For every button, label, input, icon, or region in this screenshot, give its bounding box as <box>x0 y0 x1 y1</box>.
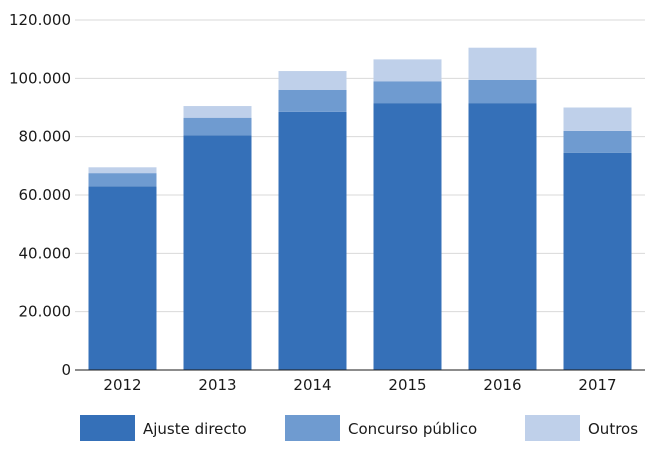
legend-label: Outros <box>588 420 638 438</box>
bar-segment <box>88 167 157 174</box>
legend-label: Concurso público <box>348 420 477 438</box>
bar-segment <box>88 186 157 370</box>
x-tick-label: 2016 <box>483 376 521 394</box>
bar-segment <box>183 135 252 370</box>
x-tick-label: 2014 <box>293 376 331 394</box>
gridlines <box>75 19 645 313</box>
x-axis-ticks: 2012 2013 2014 2015 2016 2017 <box>103 376 616 394</box>
bar-segment <box>373 103 442 370</box>
legend-swatch <box>80 415 135 441</box>
bar-segment <box>278 90 347 112</box>
y-tick-label: 0 <box>61 361 71 379</box>
y-tick-label: 40.000 <box>19 244 72 262</box>
legend-swatch <box>285 415 340 441</box>
bar-segment <box>373 81 442 104</box>
bar-segment <box>468 47 537 80</box>
legend-swatch <box>525 415 580 441</box>
x-tick-label: 2015 <box>388 376 426 394</box>
bars <box>88 47 632 370</box>
x-tick-label: 2013 <box>198 376 236 394</box>
bar-segment <box>563 130 632 153</box>
bar-segment <box>88 173 157 187</box>
bar-segment <box>468 79 537 104</box>
legend: Ajuste directo Concurso público Outros <box>80 415 638 441</box>
x-tick-label: 2012 <box>103 376 141 394</box>
bar-segment <box>563 107 632 131</box>
bar-segment <box>278 111 347 370</box>
y-tick-label: 60.000 <box>19 186 72 204</box>
x-tick-label: 2017 <box>578 376 616 394</box>
y-tick-label: 20.000 <box>19 303 72 321</box>
y-tick-label: 120.000 <box>9 11 71 29</box>
bar-segment <box>278 71 347 90</box>
legend-label: Ajuste directo <box>143 420 247 438</box>
bar-segment <box>563 152 632 370</box>
bar-segment <box>468 103 537 370</box>
y-tick-label: 80.000 <box>19 128 72 146</box>
bar-segment <box>183 117 252 136</box>
y-axis-ticks: 0 20.000 40.000 60.000 80.000 100.000 120.000 <box>9 11 71 379</box>
bar-segment <box>183 106 252 118</box>
bar-segment <box>373 59 442 82</box>
y-tick-label: 100.000 <box>9 69 71 87</box>
